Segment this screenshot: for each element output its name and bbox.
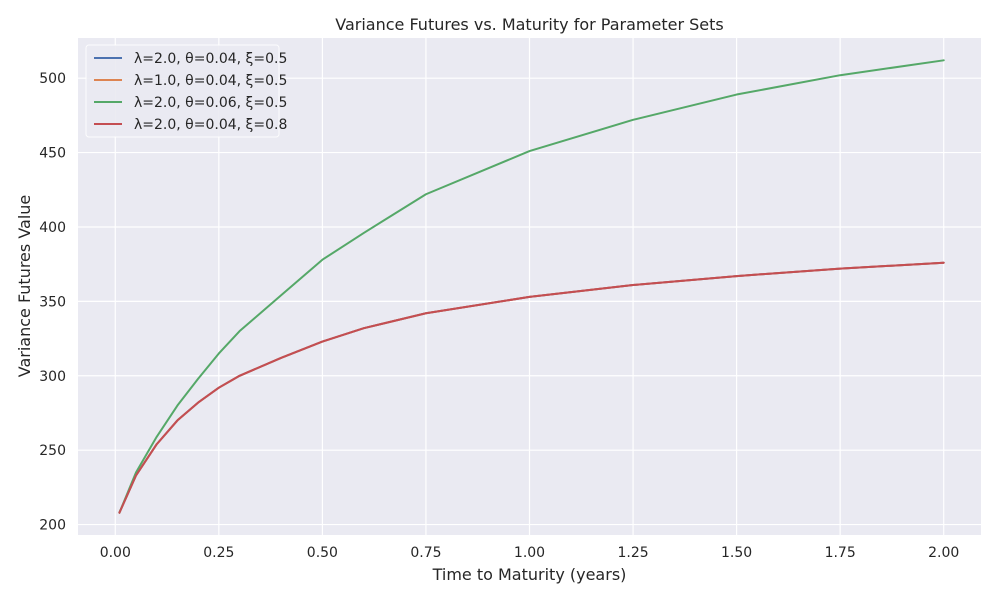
x-tick-label: 0.75 <box>410 545 441 561</box>
x-tick-label: 0.25 <box>203 545 234 561</box>
series-line-3 <box>118 59 945 514</box>
legend-label-2: λ=1.0, θ=0.04, ξ=0.5 <box>134 73 287 89</box>
x-axis-label: Time to Maturity (years) <box>432 565 627 584</box>
y-tick-label: 250 <box>39 443 66 459</box>
y-axis-label: Variance Futures Value <box>15 195 34 378</box>
x-tick-label: 1.25 <box>617 545 648 561</box>
x-tick-label: 0.00 <box>100 545 131 561</box>
tick-labels: 0.00 0.25 0.50 0.75 1.00 1.25 1.50 1.75 2.00 200 2… <box>39 71 959 561</box>
series-layer <box>118 59 945 514</box>
legend-label-4: λ=2.0, θ=0.04, ξ=0.8 <box>134 117 287 133</box>
y-tick-label: 500 <box>39 71 66 87</box>
legend: λ=2.0, θ=0.04, ξ=0.5 λ=1.0, θ=0.04, ξ=0.5… <box>85 44 287 138</box>
x-tick-label: 1.00 <box>514 545 545 561</box>
y-tick-label: 350 <box>39 294 66 310</box>
x-tick-label: 1.75 <box>825 545 856 561</box>
series-line-4 <box>118 261 945 514</box>
legend-label-1: λ=2.0, θ=0.04, ξ=0.5 <box>134 51 287 67</box>
y-tick-label: 300 <box>39 369 66 385</box>
legend-label-3: λ=2.0, θ=0.06, ξ=0.5 <box>134 95 287 111</box>
legend-box <box>85 44 280 138</box>
chart-title: Variance Futures vs. Maturity for Parame… <box>335 15 723 34</box>
x-tick-label: 2.00 <box>928 545 959 561</box>
x-tick-label: 1.50 <box>721 545 752 561</box>
y-tick-label: 200 <box>39 518 66 534</box>
y-tick-label: 400 <box>39 220 66 236</box>
x-tick-label: 0.50 <box>307 545 338 561</box>
y-tick-label: 450 <box>39 146 66 162</box>
